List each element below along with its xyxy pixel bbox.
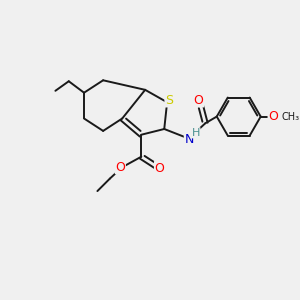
Text: CH₃: CH₃ (282, 112, 300, 122)
Text: O: O (194, 94, 204, 107)
Text: S: S (165, 94, 173, 107)
Text: H: H (192, 128, 200, 138)
Text: O: O (116, 161, 125, 174)
Text: O: O (154, 162, 164, 175)
Text: O: O (268, 110, 278, 123)
Text: N: N (184, 133, 194, 146)
